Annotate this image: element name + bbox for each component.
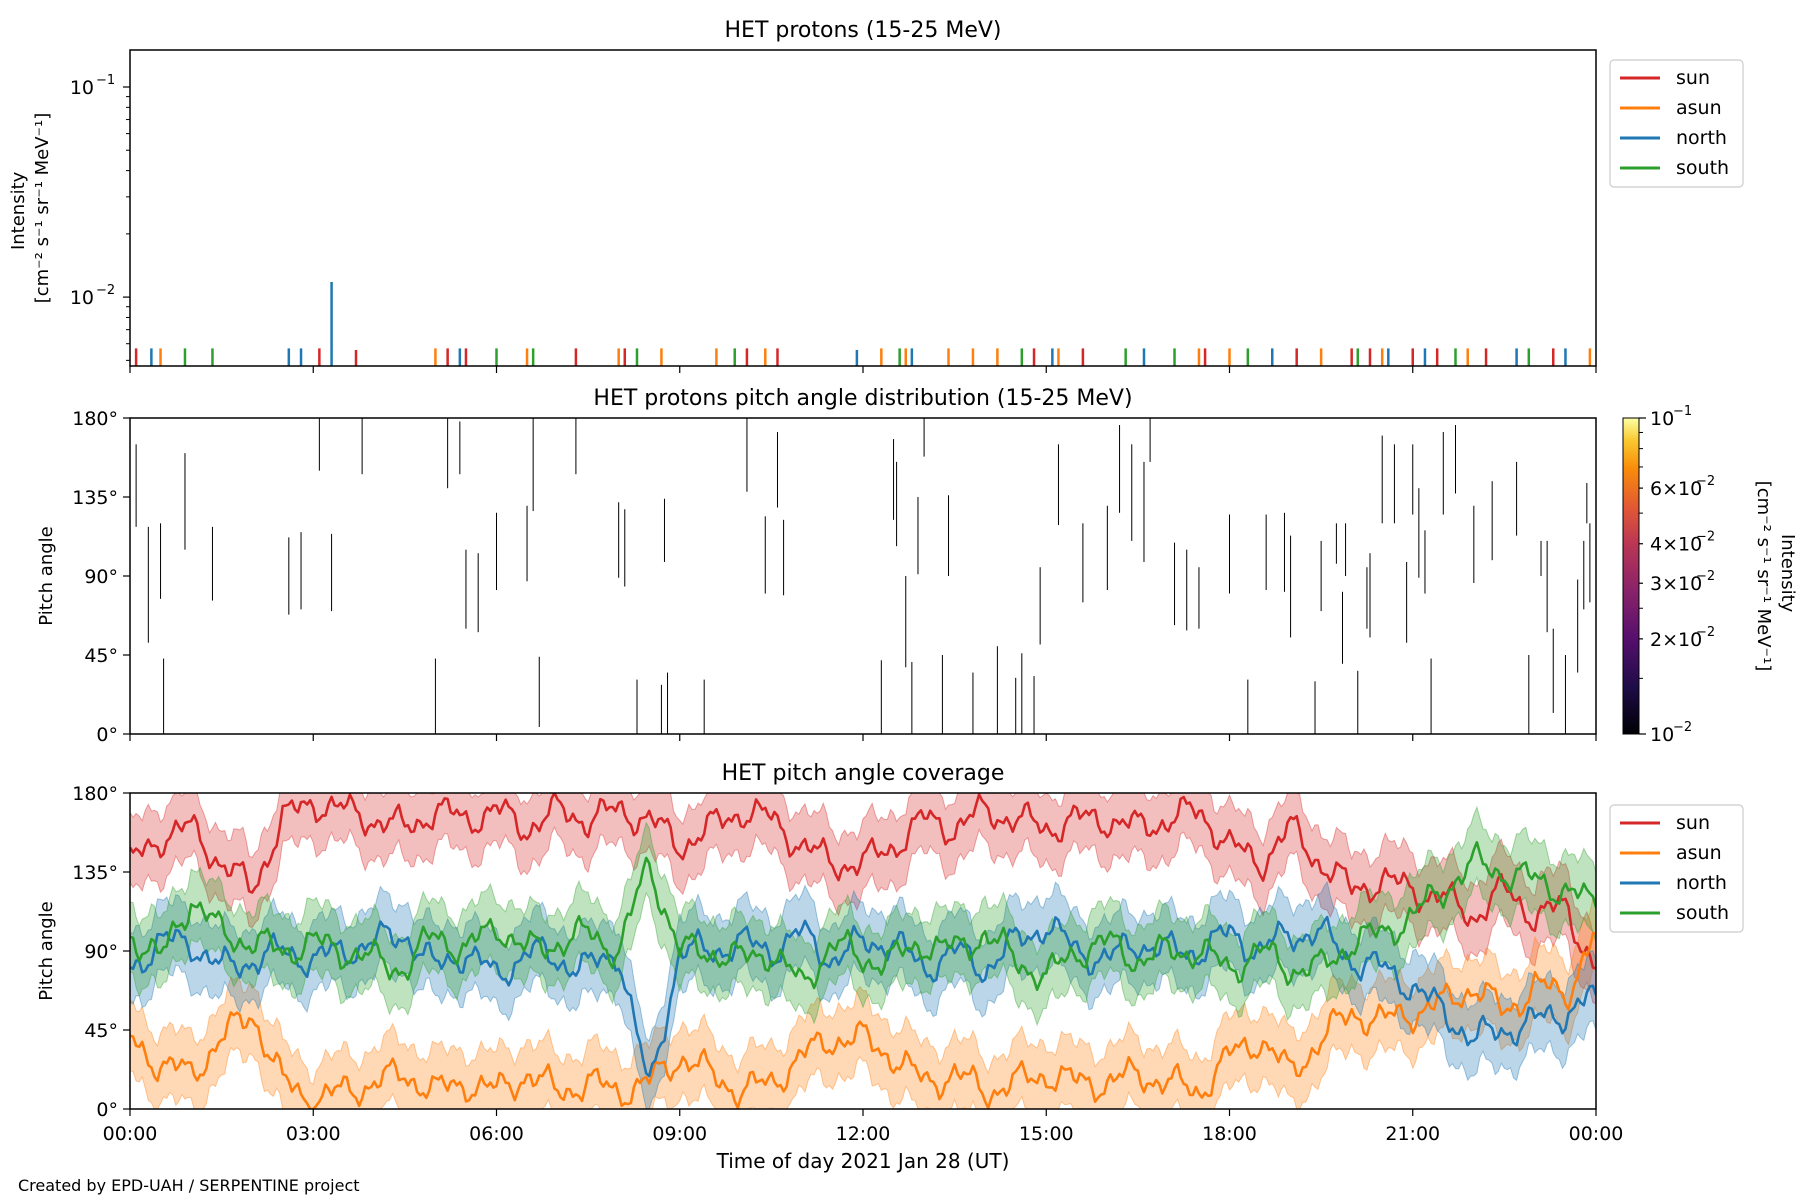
y-tick-label: 180° — [72, 408, 118, 430]
panel1-ylabel: Intensity [cm⁻² s⁻¹ sr⁻¹ MeV⁻¹] — [8, 113, 53, 304]
colorbar — [1622, 417, 1640, 735]
credit-footer: Created by EPD-UAH / SERPENTINE project — [18, 1176, 360, 1195]
colorbar-label-line2: [cm⁻² s⁻¹ sr⁻¹ MeV⁻¹] — [1753, 481, 1774, 672]
legend-label-asun: asun — [1676, 97, 1722, 119]
panel2-ylabel: Pitch angle — [36, 526, 57, 625]
panel3-ylabel: Pitch angle — [36, 901, 57, 1000]
intensity-panel: HET protons (15-25 MeV) 10−110−2 Intensi… — [8, 18, 1744, 373]
x-tick-label: 06:00 — [469, 1123, 524, 1145]
colorbar-label-line1: Intensity — [1777, 534, 1798, 613]
colorbar-tick-exponent: −2 — [1696, 474, 1715, 489]
panel1-axes: 10−110−2 — [70, 73, 1597, 373]
colorbar-tick-label: 4×10 — [1650, 534, 1702, 556]
panel2-frame — [129, 417, 1597, 735]
x-tick-label: 15:00 — [1019, 1123, 1074, 1145]
panel3-xlabel: Time of day 2021 Jan 28 (UT) — [716, 1149, 1010, 1173]
y-tick-exponent: −1 — [96, 73, 115, 88]
panel3-legend: sun asun north south — [1609, 804, 1744, 933]
y-tick-label: 135° — [72, 862, 118, 884]
panel3-title: HET pitch angle coverage — [722, 761, 1005, 786]
x-tick-label: 12:00 — [836, 1123, 891, 1145]
colorbar-tick-exponent: −2 — [1696, 625, 1715, 640]
coverage-band-south — [130, 805, 1596, 1027]
colorbar-tick-label: 2×10 — [1650, 629, 1702, 651]
coverage-panel: HET pitch angle coverage 0° 45° 90° 135° 180… — [36, 761, 1744, 1173]
coverage-line-asun — [130, 932, 1596, 1109]
colorbar-tick-exponent: −2 — [1696, 569, 1715, 584]
y-tick-label: 10 — [70, 77, 94, 99]
coverage-line-south — [130, 841, 1596, 991]
panel1-title: HET protons (15-25 MeV) — [725, 18, 1002, 43]
x-tick-label: 03:00 — [286, 1123, 341, 1145]
legend-box — [1609, 804, 1744, 933]
colorbar-tick-label: 10 — [1650, 724, 1674, 746]
coverage-band-asun — [130, 897, 1596, 1109]
x-tick-label: 18:00 — [1202, 1123, 1257, 1145]
colorbar-tick-label: 10 — [1650, 408, 1674, 430]
x-tick-label: 21:00 — [1385, 1123, 1440, 1145]
panel1-frame — [129, 49, 1597, 367]
y-tick-label: 0° — [96, 1099, 118, 1121]
y-tick-label: 90° — [84, 941, 118, 963]
coverage-line-sun — [130, 793, 1596, 970]
coverage-plot-area — [130, 793, 1596, 1109]
y-tick-label: 45° — [84, 1020, 118, 1042]
panel2-title: HET protons pitch angle distribution (15… — [593, 386, 1132, 411]
legend-label-north: north — [1676, 872, 1727, 894]
intensity-plot-area — [134, 282, 1592, 366]
legend-label-sun: sun — [1676, 67, 1710, 89]
legend-box — [1609, 59, 1744, 188]
legend-label-asun: asun — [1676, 842, 1722, 864]
colorbar-tick-label: 6×10 — [1650, 478, 1702, 500]
legend-label-south: south — [1676, 157, 1729, 179]
legend-label-north: north — [1676, 127, 1727, 149]
legend-label-sun: sun — [1676, 812, 1710, 834]
colorbar-tick-exponent: −1 — [1673, 404, 1692, 419]
panel2-axes: 0° 45° 90° 135° 180° — [72, 408, 1597, 746]
coverage-line-north — [130, 915, 1596, 1078]
colorbar-ticks: 10−16×10−24×10−23×10−22×10−210−2 — [1639, 404, 1715, 746]
coverage-band-sun — [130, 793, 1596, 1005]
y-tick-label: 90° — [84, 566, 118, 588]
colorbar-tick-label: 3×10 — [1650, 573, 1702, 595]
y-tick-exponent: −2 — [96, 283, 115, 298]
colorbar-label: Intensity [cm⁻² s⁻¹ sr⁻¹ MeV⁻¹] — [1753, 481, 1798, 672]
legend-label-south: south — [1676, 902, 1729, 924]
panel1-legend: sun asun north south — [1609, 59, 1744, 188]
y-tick-label: 135° — [72, 487, 118, 509]
colorbar-tick-exponent: −2 — [1673, 720, 1692, 735]
y-tick-label: 45° — [84, 645, 118, 667]
colorbar-tick-exponent: −2 — [1696, 530, 1715, 545]
panel1-ylabel-line2: [cm⁻² s⁻¹ sr⁻¹ MeV⁻¹] — [32, 113, 53, 304]
pad-plot-area — [135, 418, 1596, 734]
y-tick-label: 0° — [96, 724, 118, 746]
pad-panel: HET protons pitch angle distribution (15… — [36, 386, 1798, 746]
y-tick-label: 10 — [70, 287, 94, 309]
x-tick-label: 09:00 — [652, 1123, 707, 1145]
y-tick-label: 180° — [72, 783, 118, 805]
x-tick-label: 00:00 — [1569, 1123, 1624, 1145]
panel3-axes: 0° 45° 90° 135° 180° 00:00 03:00 06:00 09:00 12:0… — [72, 783, 1623, 1145]
panel1-ylabel-line1: Intensity — [8, 171, 29, 250]
x-tick-label: 00:00 — [103, 1123, 158, 1145]
